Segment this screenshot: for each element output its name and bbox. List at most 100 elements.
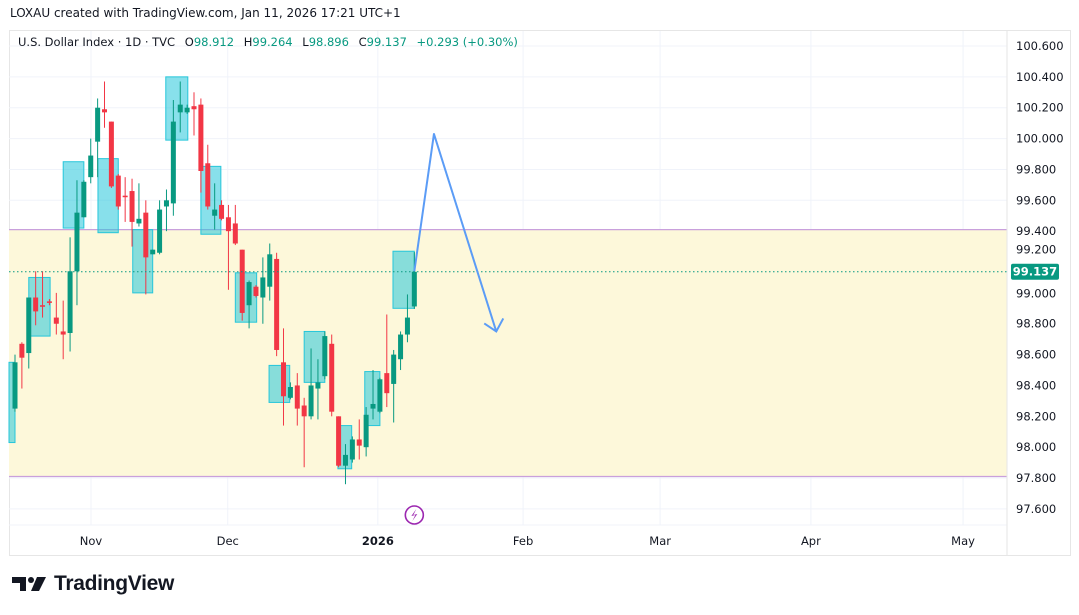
candle-down[interactable] bbox=[329, 343, 335, 412]
candle-up[interactable] bbox=[370, 403, 376, 409]
candle-down[interactable] bbox=[239, 249, 245, 313]
price-tick-label: 97.600 bbox=[1016, 502, 1056, 516]
projection-arrow[interactable] bbox=[413, 132, 498, 332]
candle-up[interactable] bbox=[184, 107, 190, 113]
candle-up[interactable] bbox=[67, 271, 73, 333]
time-tick-label: Apr bbox=[801, 534, 821, 548]
last-price-badge bbox=[1011, 263, 1059, 280]
candle-down[interactable] bbox=[384, 373, 390, 394]
candle-down[interactable] bbox=[40, 305, 46, 307]
candles bbox=[12, 81, 417, 485]
candle-down[interactable] bbox=[219, 204, 225, 219]
candle-down[interactable] bbox=[253, 286, 259, 296]
candle-up[interactable] bbox=[246, 282, 252, 306]
candle-up[interactable] bbox=[308, 385, 314, 417]
time-tick-label: Feb bbox=[513, 534, 533, 548]
highlight-box[interactable] bbox=[28, 276, 51, 337]
candle-down[interactable] bbox=[198, 104, 204, 171]
candle-down[interactable] bbox=[225, 217, 231, 232]
candle-down[interactable] bbox=[102, 109, 108, 113]
open-value: 98.912 bbox=[193, 35, 235, 49]
price-tick-label: 99.400 bbox=[1016, 224, 1056, 238]
highlight-box[interactable] bbox=[97, 158, 119, 234]
tradingview-logo-icon bbox=[12, 577, 46, 591]
candle-down[interactable] bbox=[294, 385, 300, 409]
candle-up[interactable] bbox=[12, 362, 18, 409]
candle-up[interactable] bbox=[177, 104, 183, 113]
highlight-box[interactable] bbox=[62, 161, 85, 229]
candle-down[interactable] bbox=[191, 106, 197, 110]
candle-down[interactable] bbox=[356, 439, 362, 446]
candle-up[interactable] bbox=[81, 181, 87, 218]
tradingview-logo[interactable]: TradingView bbox=[12, 572, 174, 596]
arrow-head bbox=[483, 317, 505, 333]
candle-up[interactable] bbox=[342, 454, 348, 466]
highlight-box[interactable] bbox=[268, 364, 291, 403]
candle-up[interactable] bbox=[212, 209, 218, 216]
candle-up[interactable] bbox=[363, 414, 369, 448]
high-value: 99.264 bbox=[252, 35, 293, 49]
candle-up[interactable] bbox=[391, 354, 397, 384]
chart-credit: LOXAU created with TradingView.com, Jan … bbox=[10, 6, 401, 20]
candle-down[interactable] bbox=[19, 343, 25, 358]
candle-up[interactable] bbox=[88, 155, 94, 178]
candle-down[interactable] bbox=[129, 191, 135, 222]
candle-down[interactable] bbox=[281, 362, 287, 397]
price-axis[interactable]: 100.600 100.400 100.200 100.000 99.800 99.600… bbox=[1011, 39, 1064, 516]
candle-down[interactable] bbox=[336, 416, 342, 466]
candle-down[interactable] bbox=[301, 405, 307, 417]
price-tick-label: 100.600 bbox=[1016, 39, 1064, 53]
candle-down[interactable] bbox=[60, 331, 66, 335]
time-axis[interactable]: Nov Dec 2026 Feb Mar Apr May bbox=[80, 534, 975, 548]
candle-up[interactable] bbox=[404, 317, 410, 335]
low-value: 98.896 bbox=[308, 35, 349, 49]
close-label: C bbox=[358, 35, 367, 49]
brand-name: TradingView bbox=[54, 572, 175, 595]
candle-up[interactable] bbox=[315, 382, 321, 389]
candle-up[interactable] bbox=[95, 107, 101, 142]
lightning-icon bbox=[411, 509, 418, 521]
candle-up[interactable] bbox=[136, 218, 142, 224]
highlight-box[interactable] bbox=[165, 76, 189, 141]
candle-up[interactable] bbox=[411, 271, 417, 307]
candle-down[interactable] bbox=[205, 163, 211, 207]
candle-down[interactable] bbox=[274, 258, 280, 350]
candle-up[interactable] bbox=[349, 439, 355, 460]
highlight-box[interactable] bbox=[392, 250, 415, 309]
highlight-box[interactable] bbox=[200, 165, 222, 235]
highlight-box[interactable] bbox=[132, 229, 154, 294]
candle-up[interactable] bbox=[260, 277, 266, 298]
price-tick-label: 100.400 bbox=[1016, 70, 1064, 84]
candle-up[interactable] bbox=[170, 121, 176, 204]
price-tick-label: 98.600 bbox=[1016, 348, 1056, 362]
candle-up[interactable] bbox=[398, 334, 404, 360]
candle-up[interactable] bbox=[267, 254, 273, 287]
highlight-box[interactable] bbox=[303, 330, 326, 383]
low-label: L bbox=[302, 35, 309, 49]
candle-up[interactable] bbox=[74, 212, 80, 272]
price-tick-label: 98.200 bbox=[1016, 409, 1056, 423]
candle-up[interactable] bbox=[287, 387, 293, 398]
candle-up[interactable] bbox=[163, 200, 169, 207]
close-value: 99.137 bbox=[366, 35, 407, 49]
candle-down[interactable] bbox=[46, 301, 52, 303]
candle-up[interactable] bbox=[157, 209, 163, 253]
symbol-title: U.S. Dollar Index · 1D · TVC bbox=[18, 35, 176, 49]
candle-down[interactable] bbox=[115, 175, 121, 207]
candle-down[interactable] bbox=[33, 297, 39, 312]
candle-up[interactable] bbox=[322, 336, 328, 377]
candle-down[interactable] bbox=[108, 121, 114, 187]
candle-up[interactable] bbox=[377, 379, 383, 412]
candle-up[interactable] bbox=[26, 297, 32, 354]
price-tick-label: 99.200 bbox=[1016, 243, 1056, 257]
high-label: H bbox=[243, 35, 253, 49]
price-tick-label: 100.000 bbox=[1016, 132, 1064, 146]
candle-down[interactable] bbox=[143, 212, 149, 258]
candle-up[interactable] bbox=[150, 249, 156, 255]
candle-down[interactable] bbox=[53, 317, 59, 324]
highlight-box[interactable] bbox=[234, 272, 258, 323]
candle-down[interactable] bbox=[122, 195, 128, 198]
price-tick-label: 98.800 bbox=[1016, 317, 1056, 331]
candle-down[interactable] bbox=[232, 223, 238, 244]
